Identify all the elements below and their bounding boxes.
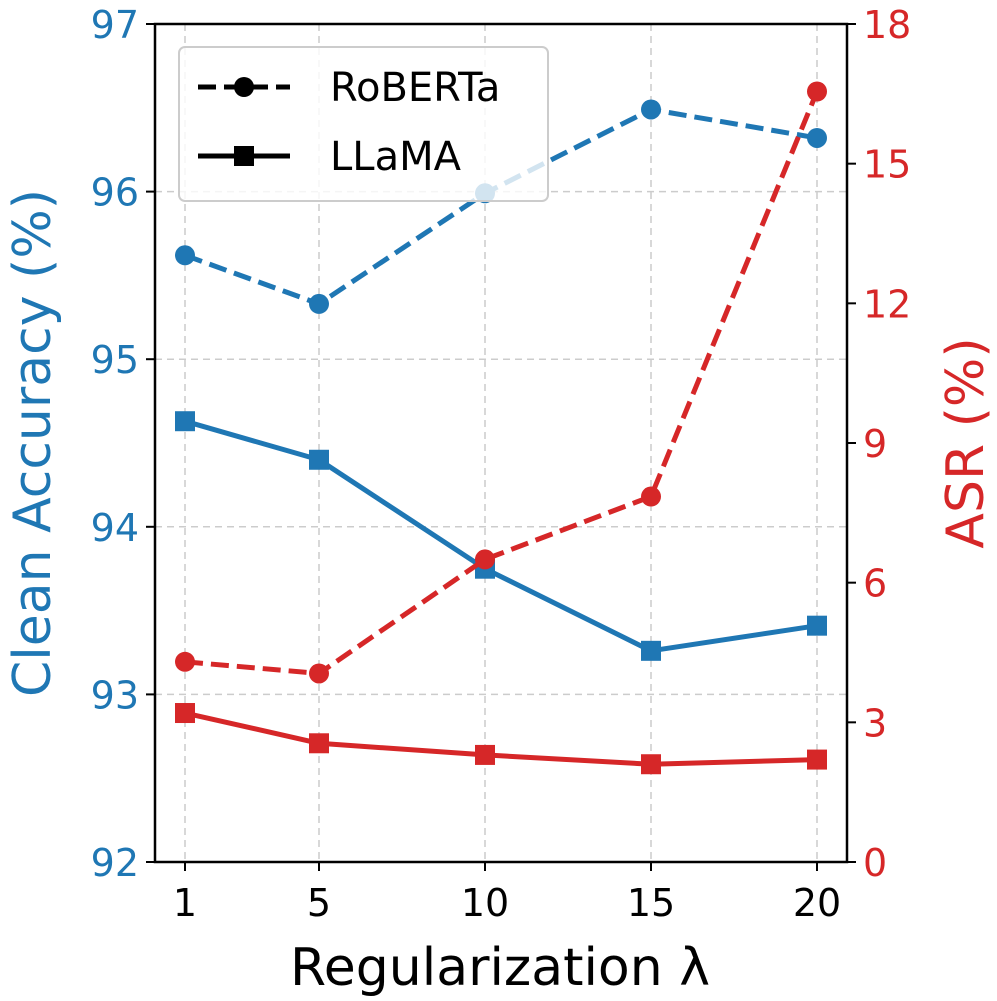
llama-accuracy-point (309, 449, 329, 470)
llama-accuracy-point (175, 411, 195, 432)
legend: RoBERTa LLaMA (178, 46, 549, 202)
roberta-asr-point (807, 81, 827, 102)
llama-accuracy-point (807, 615, 827, 636)
right-y-tick-label: 6 (863, 562, 887, 606)
roberta-accuracy-point (175, 245, 195, 266)
roberta-asr-point (641, 486, 661, 507)
x-tick-label: 10 (461, 881, 509, 925)
legend-circle-marker (234, 77, 254, 97)
roberta-asr-line (184, 90, 820, 676)
left-y-tick-label: 94 (91, 506, 139, 550)
left-y-tick-label: 96 (91, 171, 139, 215)
series (175, 81, 827, 775)
right-y-tick-label: 0 (863, 841, 887, 885)
right-y-tick-label: 3 (863, 701, 887, 745)
x-tick-label: 5 (307, 881, 331, 925)
x-tick-label: 15 (627, 881, 675, 925)
roberta-asr-point (175, 651, 195, 672)
x-axis-label: Regularization λ (290, 938, 710, 998)
roberta-accuracy-point (641, 99, 661, 120)
legend-square-marker (234, 146, 254, 166)
x-tick-label: 20 (793, 881, 841, 925)
llama-asr-point (807, 749, 827, 770)
llama-asr-line (184, 710, 818, 767)
left-y-tick-label: 95 (91, 338, 139, 382)
legend-label-roberta: RoBERTa (330, 65, 500, 111)
llama-accuracy-line (184, 418, 818, 654)
right-y-tick-label: 9 (863, 422, 887, 466)
roberta-asr-point (475, 549, 495, 570)
roberta-accuracy-point (309, 293, 329, 314)
left-y-tick-label: 97 (91, 3, 139, 47)
llama-asr-point (309, 733, 329, 754)
left-y-axis-label: Clean Accuracy (%) (3, 189, 63, 697)
right-y-tick-label: 12 (863, 282, 911, 326)
roberta-accuracy-point (807, 127, 827, 148)
legend-label-llama: LLaMA (330, 134, 462, 180)
llama-accuracy-point (641, 640, 661, 661)
x-tick-label: 1 (173, 881, 197, 925)
llama-asr-point (641, 754, 661, 775)
right-y-tick-label: 15 (863, 143, 911, 187)
llama-asr-point (475, 744, 495, 765)
llama-asr-point (175, 703, 195, 724)
right-y-axis-label: ASR (%) (936, 337, 996, 548)
roberta-asr-point (309, 663, 329, 684)
left-y-tick-label: 92 (91, 841, 139, 885)
right-y-tick-label: 18 (863, 3, 911, 47)
legend-box (178, 46, 549, 202)
left-y-tick-label: 93 (91, 673, 139, 717)
